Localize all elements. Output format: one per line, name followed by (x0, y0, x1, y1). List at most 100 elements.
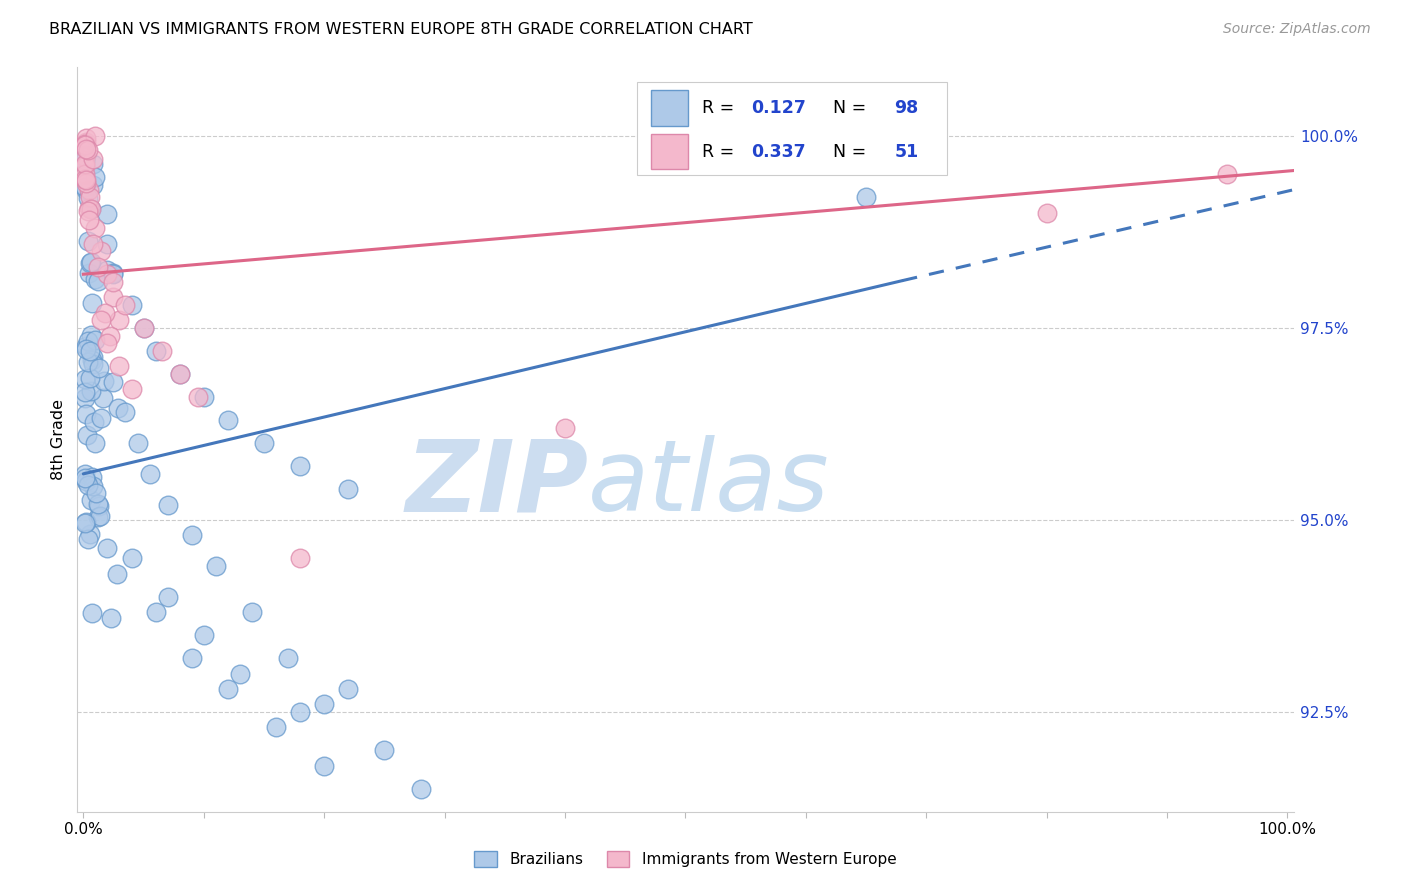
Point (138, 467, 160, 481)
Point (73, 180, 96, 194)
Point (79, 371, 101, 385)
Point (409, 781, 432, 796)
Point (1216, 168, 1239, 182)
Point (80, 296, 103, 310)
Point (100, 611, 122, 625)
Point (337, 482, 360, 496)
Point (91, 391, 114, 405)
Point (73, 172, 96, 186)
Point (82, 479, 104, 493)
Point (80, 255, 103, 269)
Point (121, 551, 143, 566)
Point (83, 128, 105, 143)
Point (156, 590, 179, 604)
Point (96, 267, 118, 281)
Point (82, 157, 104, 171)
Text: ZIP: ZIP (405, 435, 588, 533)
Text: R =: R = (703, 143, 740, 161)
Point (87, 497, 110, 511)
Point (83, 415, 105, 429)
Point (103, 275, 125, 289)
Point (75, 148, 97, 162)
Point (108, 359, 131, 374)
Point (79, 213, 101, 227)
Point (75, 385, 97, 400)
Point (76, 143, 98, 157)
Point (82, 236, 104, 251)
Point (554, 421, 576, 435)
Point (98, 328, 121, 343)
Point (79, 256, 101, 270)
Point (87, 274, 110, 288)
Point (314, 697, 336, 711)
Point (180, 651, 202, 665)
Point (73, 153, 96, 167)
Point (75, 130, 97, 145)
Point (82, 350, 104, 364)
Point (75, 167, 97, 181)
Point (169, 367, 191, 381)
Point (75, 183, 97, 197)
Point (82, 178, 104, 192)
Point (96, 263, 118, 277)
Point (73, 138, 96, 153)
Point (83, 169, 105, 184)
Point (90, 411, 112, 425)
Point (337, 681, 360, 696)
Point (89, 509, 111, 524)
Point (80, 470, 103, 484)
Point (103, 266, 125, 280)
Point (855, 190, 877, 204)
Point (132, 321, 155, 335)
Point (96, 207, 118, 221)
Point (79, 526, 101, 541)
Text: atlas: atlas (588, 435, 830, 533)
Point (82, 358, 104, 372)
Point (75, 135, 97, 149)
Point (80, 493, 103, 508)
Point (80, 328, 103, 343)
Point (84, 333, 107, 347)
Point (96, 237, 118, 252)
Point (75, 474, 97, 488)
Point (127, 436, 149, 450)
Point (87, 260, 110, 274)
Point (145, 344, 167, 359)
Point (93, 374, 115, 388)
Point (75, 173, 97, 187)
Text: N =: N = (821, 143, 872, 161)
Point (80, 202, 103, 216)
Point (90, 313, 112, 327)
Point (80, 606, 103, 620)
Y-axis label: 8th Grade: 8th Grade (51, 399, 66, 480)
Point (103, 290, 125, 304)
Point (277, 651, 299, 665)
Point (107, 401, 129, 416)
Point (121, 298, 143, 312)
Point (253, 436, 276, 450)
Point (204, 559, 226, 574)
Point (75, 142, 97, 156)
Point (103, 267, 125, 281)
Point (288, 459, 311, 474)
Point (114, 405, 136, 419)
Point (240, 605, 263, 619)
Point (373, 743, 395, 757)
Point (73, 391, 96, 405)
Point (87, 361, 110, 376)
Point (169, 367, 191, 381)
Point (1035, 206, 1057, 220)
Point (73, 136, 96, 151)
Point (79, 266, 101, 280)
Point (86, 509, 108, 524)
Point (77, 191, 100, 205)
Point (114, 298, 136, 312)
FancyBboxPatch shape (651, 90, 688, 126)
Point (288, 705, 311, 719)
Point (84, 272, 107, 286)
Point (288, 551, 311, 566)
Point (76, 355, 98, 369)
Point (73, 154, 96, 169)
Point (314, 758, 336, 772)
Point (193, 390, 215, 404)
